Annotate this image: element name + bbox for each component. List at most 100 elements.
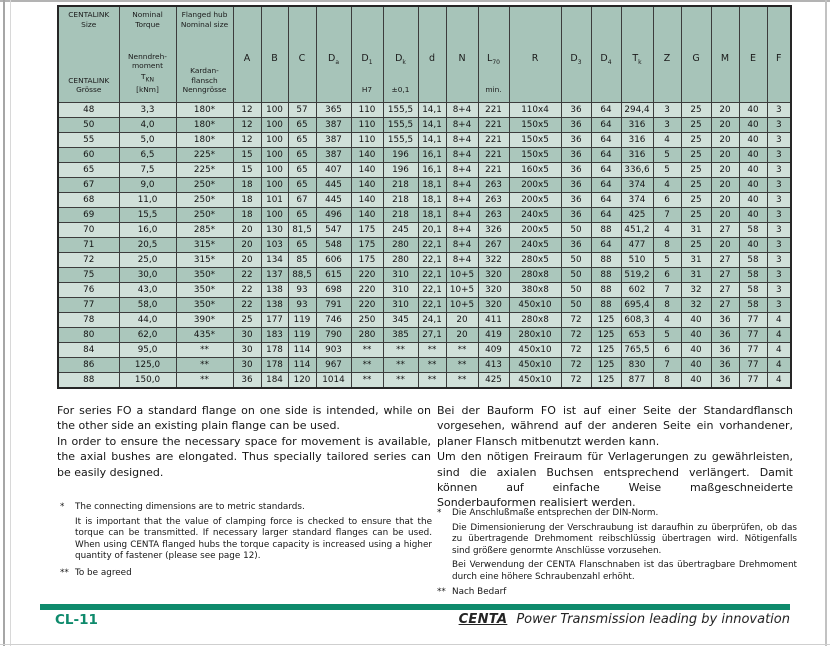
table-cell: 40: [680, 342, 712, 358]
table-cell: 267: [477, 237, 510, 253]
table-cell: 80: [57, 327, 120, 343]
table-cell: 5: [652, 327, 682, 343]
table-cell: 101: [260, 192, 289, 208]
text-english: For series FO a standard flange on one s…: [57, 403, 431, 480]
footnote-text: To be agreed: [75, 567, 132, 578]
table-cell: 409: [477, 342, 510, 358]
table-cell: 40: [738, 162, 768, 178]
table-cell: 64: [590, 162, 622, 178]
table-cell: 65: [287, 207, 317, 223]
table-cell: 50: [560, 252, 592, 268]
table-cell: 125: [590, 342, 622, 358]
table-cell: 10+5: [445, 297, 479, 313]
table-cell: 30: [232, 342, 262, 358]
table-cell: 77: [738, 327, 768, 343]
table-cell: 175: [350, 252, 384, 268]
table-cell: 200x5: [508, 192, 562, 208]
column-header: B: [260, 5, 289, 103]
footnote-text: It is important that the value of clampi…: [75, 516, 432, 562]
table-cell: 967: [315, 357, 352, 373]
table-cell: 88: [590, 282, 622, 298]
table-cell: 3: [766, 252, 792, 268]
table-cell: 27: [710, 267, 740, 283]
table-cell: 12: [232, 102, 262, 118]
paragraph-en-2: In order to ensure the necessary space f…: [57, 434, 431, 479]
table-cell: 64: [590, 192, 622, 208]
table-cell: 240x5: [508, 207, 562, 223]
table-row: 69 15,5 250* 18 100 65 496 140 218 18,1 8+4 263 240x…: [57, 207, 792, 223]
table-cell: 3: [766, 207, 792, 223]
table-cell: 387: [315, 117, 352, 133]
table-cell: 31: [680, 252, 712, 268]
brand-logo: CENTA: [458, 612, 508, 627]
table-cell: 547: [315, 222, 352, 238]
table-cell: 280x10: [508, 327, 562, 343]
table-cell: 8+4: [445, 117, 479, 133]
table-cell: 280: [350, 327, 384, 343]
table-row: 50 4,0 180* 12 100 65 387 110 155,5 14,1 8+4 221 150…: [57, 117, 792, 133]
table-row: 77 58,0 350* 22 138 93 791 220 310 22,1 10+5 320 450…: [57, 297, 792, 313]
table-cell: 125: [590, 312, 622, 328]
header-label-de-text: CENTALINK Grösse: [68, 75, 110, 95]
table-cell: 450x10: [508, 357, 562, 373]
table-cell: 140: [350, 177, 384, 193]
table-cell: 221: [477, 147, 510, 163]
table-cell: 36: [560, 117, 592, 133]
table-cell: 196: [382, 147, 419, 163]
footnote: * Die Anschlußmaße entsprechen der DIN-N…: [437, 508, 797, 520]
table-cell: 6: [652, 192, 682, 208]
table-header: CENTALINK Size CENTALINK Grösse Nominal To…: [57, 5, 792, 103]
table-cell: 110: [350, 117, 384, 133]
table-cell: 225*: [175, 147, 234, 163]
column-header: D4: [590, 5, 622, 103]
table-cell: 3: [766, 267, 792, 283]
table-cell: 100: [260, 162, 289, 178]
table-cell: **: [175, 342, 234, 358]
table-cell: 3,3: [118, 102, 177, 118]
table-cell: 3: [766, 297, 792, 313]
table-cell: 69: [57, 207, 120, 223]
table-cell: 100: [260, 117, 289, 133]
table-cell: 30,0: [118, 267, 177, 283]
table-cell: 125: [590, 327, 622, 343]
table-cell: 790: [315, 327, 352, 343]
table-cell: 20: [710, 207, 740, 223]
table-cell: 9,0: [118, 177, 177, 193]
page-edge-left-inner: [10, 0, 11, 646]
table-cell: **: [350, 372, 384, 389]
table-cell: 20: [445, 312, 479, 328]
table-cell: 155,5: [382, 132, 419, 148]
table-cell: 44,0: [118, 312, 177, 328]
table-cell: 280x8: [508, 267, 562, 283]
table-cell: 72: [560, 342, 592, 358]
footnote-marker: [437, 560, 452, 583]
table-cell: 350*: [175, 282, 234, 298]
table-cell: 15: [232, 162, 262, 178]
table-cell: 6,5: [118, 147, 177, 163]
table-cell: 413: [477, 357, 510, 373]
table-cell: 178: [260, 342, 289, 358]
table-cell: 84: [57, 342, 120, 358]
table-cell: 27: [710, 282, 740, 298]
table-cell: 221: [477, 102, 510, 118]
table-cell: 20: [232, 252, 262, 268]
page-edge-right: [825, 0, 827, 646]
table-cell: 20: [232, 222, 262, 238]
footnote-text: Die Dimensionierung der Verschraubung is…: [452, 522, 797, 556]
table-cell: 225*: [175, 162, 234, 178]
table-cell: 180*: [175, 132, 234, 148]
table-cell: 8+4: [445, 252, 479, 268]
table-cell: 3: [766, 192, 792, 208]
header-symbol: D4: [600, 53, 612, 66]
table-cell: 25: [680, 237, 712, 253]
table-cell: 31: [680, 222, 712, 238]
table-cell: 1014: [315, 372, 352, 389]
table-cell: 221: [477, 132, 510, 148]
column-header: D1 H7: [350, 5, 384, 103]
header-tolerance-note: H7: [361, 85, 373, 94]
header-symbol: F: [776, 53, 782, 64]
table-cell: 125: [590, 357, 622, 373]
table-cell: 390*: [175, 312, 234, 328]
header-symbol: Dk: [395, 53, 406, 66]
table-cell: 8+4: [445, 102, 479, 118]
